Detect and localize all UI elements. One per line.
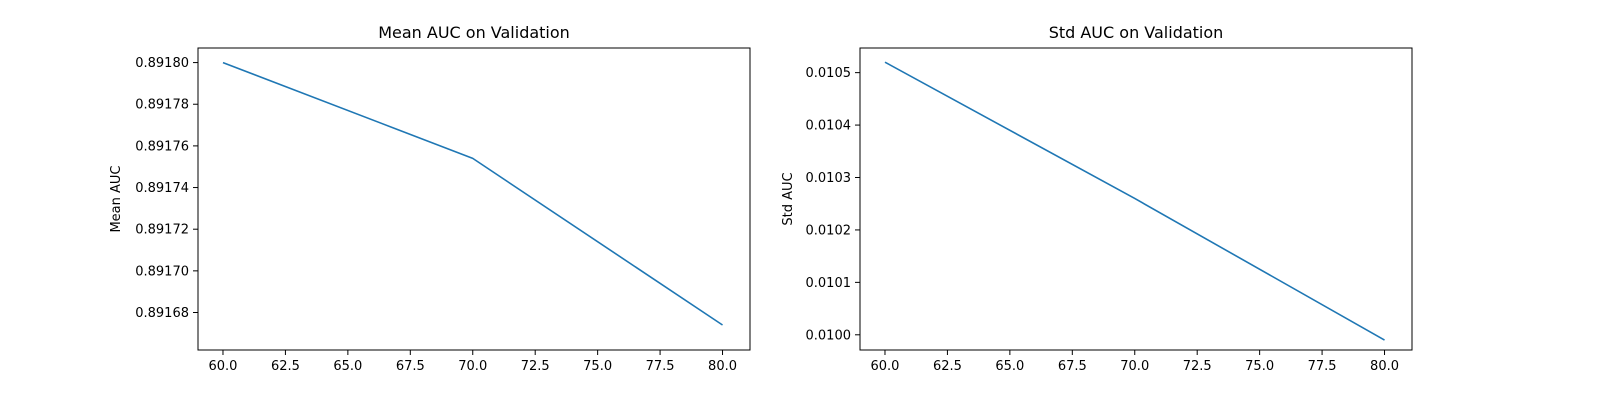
series-line-1 — [222, 61, 723, 326]
x-tick-label: 65.0 — [333, 359, 362, 374]
y-axis-label: Mean AUC — [109, 165, 124, 232]
x-tick-label: 70.0 — [458, 359, 487, 374]
x-tick-label: 65.0 — [995, 359, 1024, 374]
x-tick-label: 60.0 — [209, 359, 238, 374]
x-tick-label: 67.5 — [1058, 359, 1087, 374]
chart-panel-2: Std AUC on Validation 60.0 62.5 65.0 67.5 70.… — [781, 23, 1413, 374]
y-tick-label: 0.0105 — [806, 66, 852, 81]
y-tick-label: 0.0100 — [806, 328, 852, 343]
y-tick-label: 0.89180 — [135, 56, 189, 71]
y-tick-label: 0.0101 — [806, 276, 852, 291]
x-tick-label: 75.0 — [1245, 359, 1274, 374]
plot-area-frame — [859, 47, 1413, 351]
x-tick-label: 80.0 — [708, 359, 737, 374]
plot-area-frame — [197, 47, 751, 351]
x-tick-label: 62.5 — [271, 359, 300, 374]
y-tick-label: 0.0104 — [806, 119, 852, 134]
x-tick-label: 60.0 — [871, 359, 900, 374]
x-tick-label: 80.0 — [1370, 359, 1399, 374]
x-tick-label: 72.5 — [521, 359, 550, 374]
y-tick-label: 0.0103 — [806, 171, 852, 186]
y-tick-label: 0.89176 — [135, 139, 189, 154]
x-tick-label: 72.5 — [1183, 359, 1212, 374]
y-axis-label: Std AUC — [781, 172, 796, 225]
y-tick-label: 0.89168 — [135, 306, 189, 321]
y-tick-label: 0.89170 — [135, 264, 189, 279]
y-tick-label: 0.89178 — [135, 98, 189, 113]
x-tick-label: 67.5 — [396, 359, 425, 374]
chart-panel-1: Mean AUC on Validation 60.0 62.5 65.0 67.5 70… — [109, 23, 751, 374]
x-tick-label: 75.0 — [583, 359, 612, 374]
chart-title: Mean AUC on Validation — [378, 23, 570, 42]
y-tick-label: 0.0102 — [806, 223, 852, 238]
y-tick-label: 0.89172 — [135, 223, 189, 238]
series-line-1 — [884, 61, 1385, 341]
x-tick-label: 77.5 — [1308, 359, 1337, 374]
x-tick-label: 70.0 — [1120, 359, 1149, 374]
x-tick-label: 77.5 — [646, 359, 675, 374]
chart-title: Std AUC on Validation — [1049, 23, 1224, 42]
x-tick-label: 62.5 — [933, 359, 962, 374]
y-tick-label: 0.89174 — [135, 181, 189, 196]
